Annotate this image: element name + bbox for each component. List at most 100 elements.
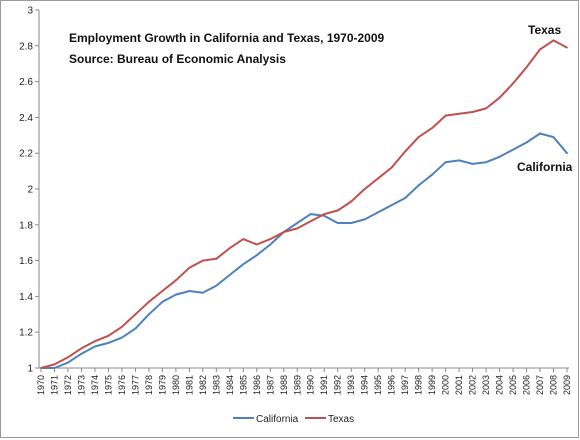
texas-data-point: [107, 334, 110, 337]
california-data-point: [94, 345, 96, 348]
texas-data-point: [94, 340, 96, 343]
texas-data-point: [174, 279, 177, 282]
california-data-point: [498, 155, 501, 158]
california-data-point: [147, 313, 150, 316]
x-tick-label: 2001: [454, 375, 464, 395]
x-tick-label: 1976: [117, 375, 127, 395]
x-tick-label: 1982: [198, 375, 208, 395]
texas-data-point: [80, 347, 83, 350]
california-data-point: [363, 218, 366, 221]
texas-data-point: [444, 114, 447, 117]
x-tick-label: 1998: [414, 375, 424, 395]
x-tick-label: 1997: [400, 375, 410, 395]
x-tick-label: 1981: [184, 375, 194, 395]
california-data-point: [377, 211, 380, 214]
chart-subtitle: Source: Bureau of Economic Analysis: [69, 52, 286, 66]
texas-data-point: [471, 111, 474, 113]
x-tick-label: 1979: [157, 375, 167, 395]
california-data-point: [525, 141, 528, 144]
texas-data-point: [255, 243, 258, 246]
texas-data-point: [282, 231, 285, 233]
x-tick-label: 1999: [427, 375, 437, 395]
california-data-point: [255, 254, 258, 257]
texas-data-point: [390, 166, 393, 169]
texas-data-point: [512, 82, 514, 85]
texas-data-point: [336, 209, 339, 212]
california-data-point: [296, 222, 299, 224]
california-data-point: [309, 213, 312, 215]
x-tick-label: 1988: [279, 375, 289, 395]
texas-data-point: [40, 367, 42, 369]
california-data-point: [161, 300, 164, 303]
x-tick-label: 1989: [292, 375, 302, 395]
texas-data-point: [309, 220, 312, 223]
texas-series-label: Texas: [528, 23, 561, 37]
x-tick-label: 1983: [211, 375, 221, 395]
texas-series-line: [40, 39, 568, 369]
x-tick-label: 1974: [90, 375, 100, 395]
x-tick-label: 1995: [373, 375, 383, 395]
texas-data-point: [485, 107, 487, 110]
texas-data-point: [552, 39, 555, 42]
california-data-point: [269, 243, 272, 246]
x-tick-label: 1984: [225, 375, 235, 395]
x-tick-label: 1977: [130, 375, 140, 395]
y-tick-label: 2.6: [19, 77, 33, 88]
axes: [35, 9, 569, 372]
chart-title: Employment Growth in California and Texa…: [69, 31, 385, 45]
x-tick-label: 1992: [333, 375, 343, 395]
y-tick-labels: 1 1.2 1.4 1.6 1.8 2 2.2 2.4 2.6 2.8 3: [19, 6, 33, 375]
california-data-point: [107, 342, 110, 344]
texas-data-point: [147, 300, 150, 303]
x-tick-label: 1972: [63, 375, 73, 395]
texas-data-point: [228, 247, 231, 249]
texas-data-point: [188, 266, 191, 269]
texas-data-point: [498, 96, 501, 99]
x-tick-label: 1970: [36, 375, 46, 395]
y-tick-label: 1.2: [19, 328, 33, 339]
california-data-point: [188, 290, 191, 292]
x-tick-label: 2004: [495, 375, 505, 395]
x-tick-label: 2007: [535, 375, 545, 395]
x-tick-label: 1975: [103, 375, 113, 395]
x-tick-label: 1991: [319, 375, 329, 395]
texas-data-point: [431, 127, 434, 130]
x-tick-labels: 1970 1971 1972 1973 1974 1975 1976 1977 1978 1979…: [36, 375, 572, 395]
x-tick-label: 2009: [562, 375, 572, 395]
texas-data-point: [539, 48, 541, 51]
series-lines: [40, 39, 568, 369]
x-tick-label: 2005: [508, 375, 518, 395]
texas-data-point: [201, 259, 204, 262]
california-data-point: [458, 159, 461, 162]
california-series-line: [41, 132, 568, 369]
california-data-point: [390, 204, 393, 207]
california-data-point: [471, 163, 474, 165]
x-tick-label: 1985: [238, 375, 248, 395]
california-data-point: [444, 161, 447, 164]
texas-data-point: [323, 213, 326, 215]
x-tick-label: 1996: [387, 375, 397, 395]
california-data-point: [174, 293, 177, 296]
legend-texas-label: Texas: [328, 414, 354, 425]
x-tick-label: 1990: [306, 375, 316, 395]
x-tick-label: 1978: [144, 375, 154, 395]
california-data-point: [67, 361, 69, 364]
california-data-point: [539, 132, 541, 135]
california-data-point: [404, 197, 407, 199]
texas-data-point: [404, 150, 407, 153]
x-tick-label: 1987: [265, 375, 275, 395]
california-data-point: [201, 291, 204, 294]
california-data-point: [80, 352, 83, 355]
y-tick-label: 2.4: [19, 113, 33, 124]
y-tick-label: 1: [27, 364, 33, 375]
texas-data-point: [134, 313, 137, 316]
x-tick-label: 2006: [522, 375, 532, 395]
california-data-point: [485, 161, 487, 164]
x-tick-label: 1973: [76, 375, 86, 395]
y-tick-label: 2.8: [19, 41, 33, 52]
texas-data-point: [350, 200, 353, 203]
california-data-point: [350, 222, 353, 224]
y-tick-label: 1.8: [19, 220, 33, 231]
